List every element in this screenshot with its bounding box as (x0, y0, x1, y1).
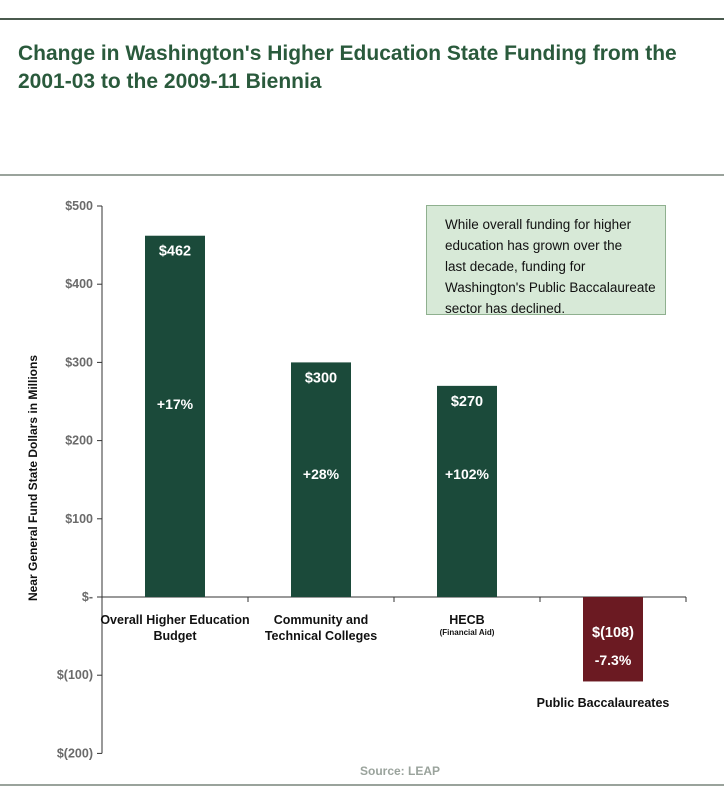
bar-value-label: $300 (305, 370, 337, 386)
title-divider (0, 174, 724, 176)
source-note: Source: LEAP (359, 764, 440, 778)
y-tick-label: $400 (65, 277, 93, 291)
y-tick-label: $500 (65, 199, 93, 213)
bar-value-label: $270 (451, 394, 483, 410)
category-label-line: HECB (449, 613, 485, 627)
top-rule (0, 18, 724, 20)
bar-percent-label: -7.3% (595, 652, 632, 668)
category-label: Overall Higher Education Budget (95, 612, 255, 644)
bar-value-label: $462 (159, 244, 191, 260)
annotation-line-3: last decade, funding for (445, 259, 586, 274)
chart-title: Change in Washington's Higher Education … (18, 40, 708, 96)
y-axis-label: Near General Fund State Dollars in Milli… (26, 354, 40, 602)
category-label: HECB (Financial Aid) (387, 612, 547, 638)
y-tick-label: $100 (65, 512, 93, 526)
category-label-line: Budget (153, 629, 197, 643)
category-label-line: Overall Higher Education (100, 613, 250, 627)
annotation-line-2: education has grown over the (445, 238, 623, 253)
bar-percent-label: +28% (303, 466, 340, 482)
category-label: Public Baccalaureates (523, 695, 683, 711)
bar (437, 385, 497, 597)
category-label: Community and Technical Colleges (241, 612, 401, 644)
category-label-line: Technical Colleges (264, 629, 378, 643)
category-sublabel: (Financial Aid) (439, 628, 495, 637)
annotation-line-1: While overall funding for higher (445, 217, 632, 232)
bar-value-label: $(108) (592, 625, 634, 641)
bar-percent-label: +102% (445, 466, 490, 482)
y-tick-label: $(100) (57, 668, 93, 682)
y-tick-label: $200 (65, 434, 93, 448)
bottom-rule (0, 784, 724, 786)
chart-title-line-1: Change in Washington's Higher Education … (18, 42, 677, 65)
y-tick-label: $(200) (57, 746, 93, 760)
bar (145, 235, 205, 597)
bar-percent-label: +17% (157, 396, 194, 412)
bar (583, 597, 643, 682)
y-tick-label: $- (82, 590, 93, 604)
annotation-line-5: sector has declined. (445, 301, 566, 316)
annotation-line-4: Washington's Public Baccalaureate (445, 280, 656, 295)
annotation-box: While overall funding for higher educati… (426, 205, 666, 316)
chart-title-line-2: 2001-03 to the 2009-11 Biennia (18, 70, 322, 93)
category-label-line: Community and (273, 613, 369, 627)
bar (291, 362, 351, 597)
y-tick-label: $300 (65, 355, 93, 369)
category-label-line: Public Baccalaureates (536, 696, 670, 711)
